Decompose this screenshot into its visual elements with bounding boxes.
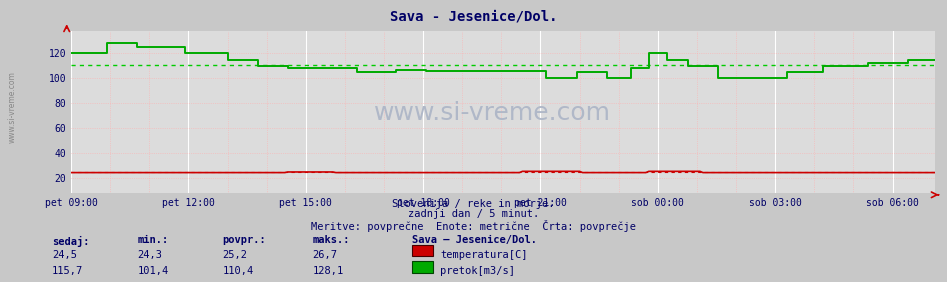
Text: Slovenija / reke in morje.: Slovenija / reke in morje. [392,199,555,209]
Text: sedaj:: sedaj: [52,235,90,246]
Text: 110,4: 110,4 [223,266,254,276]
Text: Sava – Jesenice/Dol.: Sava – Jesenice/Dol. [412,235,537,245]
Text: 26,7: 26,7 [313,250,337,260]
Text: 25,2: 25,2 [223,250,247,260]
Text: 24,5: 24,5 [52,250,77,260]
Text: 24,3: 24,3 [137,250,162,260]
Text: www.si-vreme.com: www.si-vreme.com [8,71,17,143]
Text: pretok[m3/s]: pretok[m3/s] [440,266,515,276]
Text: 115,7: 115,7 [52,266,83,276]
Text: povpr.:: povpr.: [223,235,266,245]
Text: 128,1: 128,1 [313,266,344,276]
Text: Meritve: povprečne  Enote: metrične  Črta: povprečje: Meritve: povprečne Enote: metrične Črta:… [311,220,636,232]
Text: Sava - Jesenice/Dol.: Sava - Jesenice/Dol. [390,10,557,24]
Text: www.si-vreme.com: www.si-vreme.com [374,101,611,125]
Text: maks.:: maks.: [313,235,350,245]
Text: 101,4: 101,4 [137,266,169,276]
Text: zadnji dan / 5 minut.: zadnji dan / 5 minut. [408,209,539,219]
Text: min.:: min.: [137,235,169,245]
Text: temperatura[C]: temperatura[C] [440,250,527,260]
